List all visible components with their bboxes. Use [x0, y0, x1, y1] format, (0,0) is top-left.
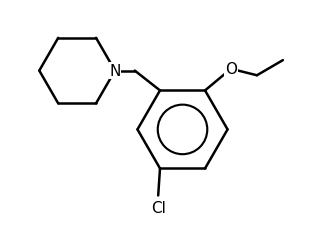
- Text: O: O: [225, 62, 237, 77]
- Text: N: N: [109, 64, 121, 79]
- Text: Cl: Cl: [151, 200, 165, 215]
